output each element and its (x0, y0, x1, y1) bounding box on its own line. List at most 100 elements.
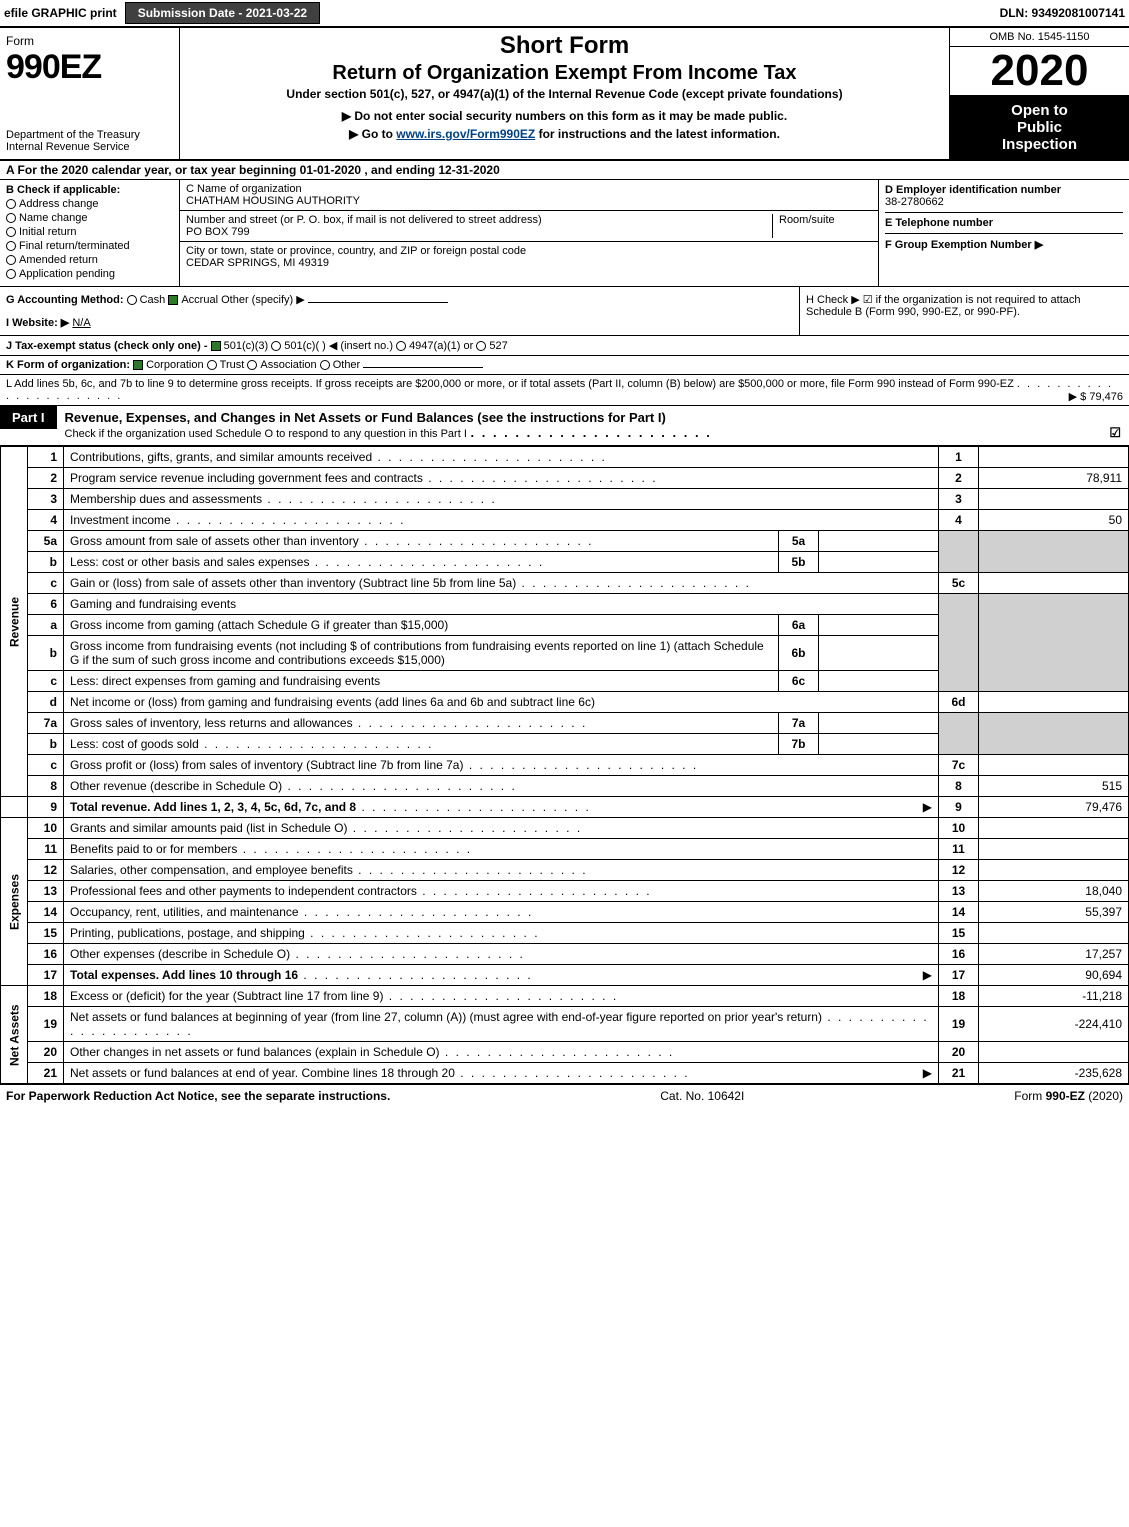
line-6b-desc: Gross income from fundraising events (no… (64, 636, 779, 671)
checkbox-501c3[interactable] (211, 341, 221, 351)
line-6a-inner-val (819, 615, 939, 636)
omb-number: OMB No. 1545-1150 (950, 28, 1129, 47)
line-18-desc: Excess or (deficit) for the year (Subtra… (70, 989, 383, 1003)
line-20-val (979, 1042, 1129, 1063)
footer-center: Cat. No. 10642I (660, 1089, 744, 1103)
gh-section: G Accounting Method: Cash Accrual Other … (0, 287, 1129, 336)
other-org-input[interactable] (363, 367, 483, 368)
line-7c-ref: 7c (939, 755, 979, 776)
line-12-val (979, 860, 1129, 881)
line-9-val: 79,476 (979, 797, 1129, 818)
line-5a-inner: 5a (779, 531, 819, 552)
chk-name-change: Name change (19, 212, 88, 224)
radio-association[interactable] (247, 360, 257, 370)
city-value: CEDAR SPRINGS, MI 49319 (186, 257, 872, 269)
org-name-label: C Name of organization (186, 183, 872, 195)
accrual-label: Accrual (181, 294, 218, 306)
part1-dots (471, 425, 712, 440)
line-5b-num: b (28, 552, 64, 573)
line-5ab-grey-val (979, 531, 1129, 573)
line-17-num: 17 (28, 965, 64, 986)
checkbox-application-pending[interactable] (6, 269, 16, 279)
line-7c-val (979, 755, 1129, 776)
line-9-desc: Total revenue. Add lines 1, 2, 3, 4, 5c,… (70, 800, 356, 814)
line-7b-inner-val (819, 734, 939, 755)
line-10-num: 10 (28, 818, 64, 839)
radio-527[interactable] (476, 341, 486, 351)
website-value: N/A (72, 317, 90, 329)
chk-application-pending: Application pending (19, 268, 115, 280)
line-17-ref: 17 (939, 965, 979, 986)
chk-amended-return: Amended return (19, 254, 98, 266)
accounting-method-label: G Accounting Method: (6, 294, 124, 306)
line-5c-num: c (28, 573, 64, 594)
radio-4947[interactable] (396, 341, 406, 351)
checkbox-address-change[interactable] (6, 199, 16, 209)
line-1-ref: 1 (939, 447, 979, 468)
line-6d-num: d (28, 692, 64, 713)
line-11-val (979, 839, 1129, 860)
cash-label: Cash (140, 294, 166, 306)
k-form-org-row: K Form of organization: Corporation Trus… (0, 356, 1129, 375)
dept-treasury: Department of the Treasury (6, 129, 173, 141)
h-schedule-b: H Check ▶ ☑ if the organization is not r… (799, 287, 1129, 335)
line-9-ref: 9 (939, 797, 979, 818)
part1-title: Revenue, Expenses, and Changes in Net As… (65, 410, 666, 425)
radio-501c[interactable] (271, 341, 281, 351)
submission-date-button[interactable]: Submission Date - 2021-03-22 (125, 2, 320, 24)
chk-final-return: Final return/terminated (19, 240, 130, 252)
line-19-num: 19 (28, 1007, 64, 1042)
corporation-label: Corporation (146, 359, 203, 371)
irs-link[interactable]: www.irs.gov/Form990EZ (396, 127, 535, 141)
line-7b-inner: 7b (779, 734, 819, 755)
checkbox-amended-return[interactable] (6, 255, 16, 265)
line-12-num: 12 (28, 860, 64, 881)
line-7ab-grey-val (979, 713, 1129, 755)
part1-check: ☑ (1109, 425, 1121, 441)
checkbox-initial-return[interactable] (6, 227, 16, 237)
open-line1: Open to (954, 102, 1125, 119)
checkbox-corporation[interactable] (133, 360, 143, 370)
website-label: I Website: ▶ (6, 317, 69, 329)
line-13-ref: 13 (939, 881, 979, 902)
l-text: L Add lines 5b, 6c, and 7b to line 9 to … (6, 378, 1014, 390)
line-5a-desc: Gross amount from sale of assets other t… (70, 534, 359, 548)
line-10-ref: 10 (939, 818, 979, 839)
line-13-num: 13 (28, 881, 64, 902)
line-6-num: 6 (28, 594, 64, 615)
line-5ab-grey (939, 531, 979, 573)
radio-cash[interactable] (127, 295, 137, 305)
checkbox-final-return[interactable] (6, 241, 16, 251)
line-3-val (979, 489, 1129, 510)
return-title: Return of Organization Exempt From Incom… (188, 62, 941, 85)
line-2-val: 78,911 (979, 468, 1129, 489)
line-21-arrow: ▶ (923, 1066, 932, 1080)
line-1-num: 1 (28, 447, 64, 468)
line-18-val: -11,218 (979, 986, 1129, 1007)
part1-table: Revenue 1 Contributions, gifts, grants, … (0, 446, 1129, 1084)
line-7ab-grey (939, 713, 979, 755)
501c3-label: 501(c)(3) (224, 340, 269, 352)
line-5a-num: 5a (28, 531, 64, 552)
line-13-desc: Professional fees and other payments to … (70, 884, 417, 898)
line-7c-desc: Gross profit or (loss) from sales of inv… (70, 758, 463, 772)
line-19-desc: Net assets or fund balances at beginning… (70, 1010, 822, 1024)
line-7a-inner: 7a (779, 713, 819, 734)
dln-label: DLN: 93492081007141 (1000, 6, 1125, 20)
street-label: Number and street (or P. O. box, if mail… (186, 214, 772, 226)
line-6-grey (939, 594, 979, 692)
line-15-desc: Printing, publications, postage, and shi… (70, 926, 305, 940)
form-number: 990EZ (6, 48, 173, 87)
radio-other-org[interactable] (320, 360, 330, 370)
checkbox-accrual[interactable] (168, 295, 178, 305)
line-6c-inner-val (819, 671, 939, 692)
other-specify-input[interactable] (308, 302, 448, 303)
radio-trust[interactable] (207, 360, 217, 370)
ein-value: 38-2780662 (885, 196, 1123, 208)
checkbox-name-change[interactable] (6, 213, 16, 223)
line-5b-desc: Less: cost or other basis and sales expe… (70, 555, 309, 569)
501c-label: 501(c)( ) ◀ (insert no.) (284, 340, 393, 352)
tel-label: E Telephone number (885, 217, 1123, 229)
line-6d-desc: Net income or (loss) from gaming and fun… (64, 692, 939, 713)
line-8-ref: 8 (939, 776, 979, 797)
